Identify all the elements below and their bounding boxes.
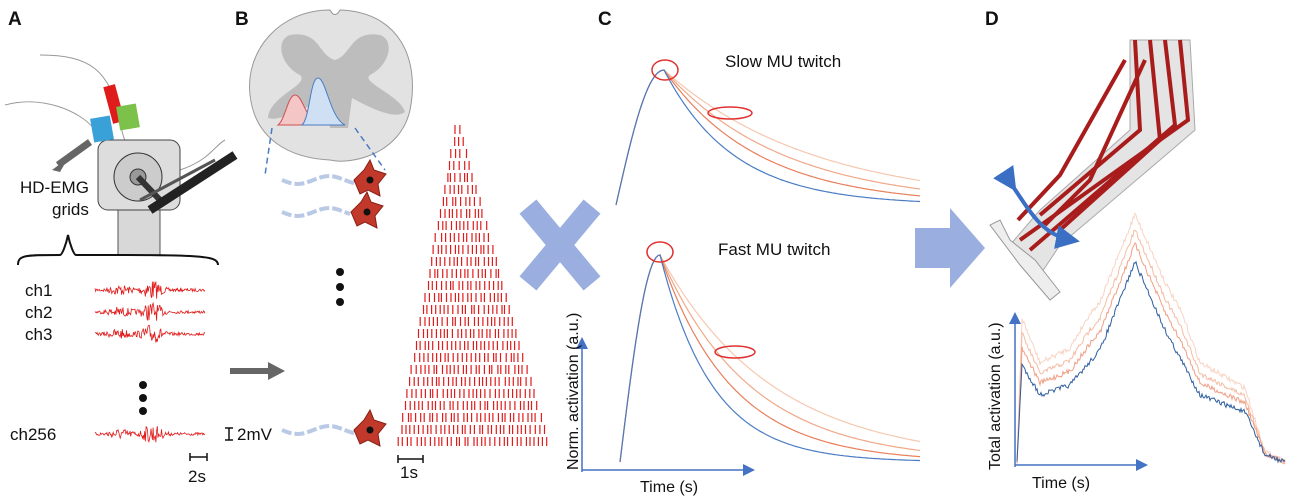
- subplot-title: Slow MU twitch: [725, 52, 841, 71]
- amplitude-bar-label: 2mV: [237, 425, 273, 444]
- emg-trace: [95, 281, 205, 298]
- panel-label: B: [235, 9, 249, 30]
- panel-label: D: [985, 9, 999, 30]
- y-axis-label: Norm. activation (a.u.): [565, 313, 582, 470]
- multiply-sign: [535, 215, 585, 275]
- panel-label: C: [598, 9, 612, 30]
- leg-model: [990, 40, 1195, 300]
- nucleus: [367, 177, 374, 184]
- drawing-layer: [95, 281, 205, 442]
- x-axis-label: Time (s): [1032, 475, 1090, 492]
- twitch-curve: [620, 255, 920, 462]
- activation-trace: [1017, 213, 1285, 464]
- time-bar-label: 2s: [188, 467, 206, 486]
- channel-label: ch3: [25, 325, 52, 344]
- highlight: [708, 107, 752, 119]
- panel-label: A: [8, 9, 22, 30]
- highlight: [647, 242, 673, 262]
- spinal-cord: [250, 10, 413, 175]
- activation-trace: [1017, 230, 1285, 464]
- neurons: [282, 160, 386, 446]
- grid-label: HD-EMG: [20, 178, 89, 197]
- axon: [282, 176, 354, 184]
- nucleus: [367, 427, 374, 434]
- spike-raster: [398, 125, 547, 446]
- channel-label: ch1: [25, 281, 52, 300]
- nucleus: [364, 209, 371, 216]
- arrow-head: [268, 362, 285, 380]
- time-bar-label: 1s: [400, 463, 418, 482]
- ellipsis: [336, 268, 344, 306]
- twitch-curve: [616, 70, 920, 205]
- arrow: [915, 208, 985, 288]
- ellipsis: [139, 381, 147, 415]
- emg-trace: [95, 325, 205, 342]
- total-activation-traces: [1017, 213, 1285, 464]
- twitch-curves: [616, 60, 920, 462]
- emg-trace: [95, 426, 205, 442]
- axon: [282, 426, 354, 434]
- leg-setup: [5, 55, 235, 265]
- emg-trace: [95, 303, 205, 321]
- scale-bar: [398, 455, 423, 463]
- grid-label: grids: [52, 200, 89, 219]
- channel-label: ch256: [10, 425, 56, 444]
- y-axis-label: Total activation (a.u.): [987, 322, 1004, 470]
- subplot-title: Fast MU twitch: [718, 240, 830, 259]
- axon: [282, 208, 350, 216]
- x-axis-label: Time (s): [640, 479, 698, 496]
- channel-label: ch2: [25, 303, 52, 322]
- highlight: [652, 60, 678, 80]
- figure: A HD-EMG grids ch1 ch2 ch3 ch256 2mV 2s …: [0, 0, 1294, 499]
